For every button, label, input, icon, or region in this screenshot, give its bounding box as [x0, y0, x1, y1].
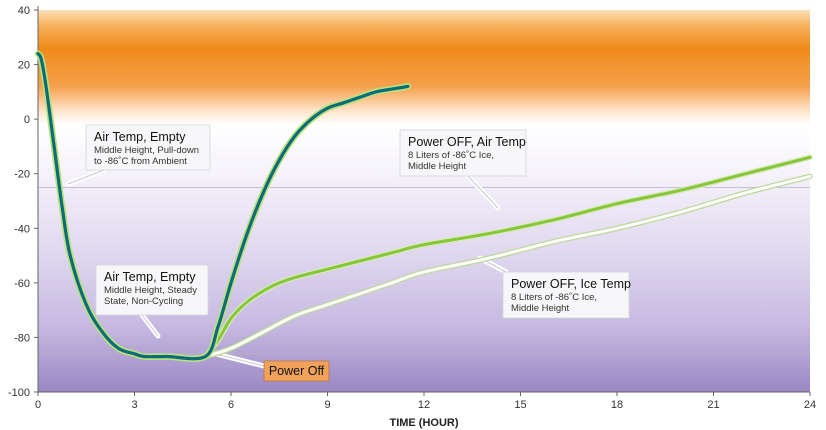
- x-tick-label: 24: [804, 399, 816, 411]
- x-tick-label: 3: [131, 399, 137, 411]
- x-tick-label: 15: [514, 399, 526, 411]
- series-layer: [34, 50, 813, 362]
- callout-subtext: to -86˚C from Ambient: [94, 156, 187, 167]
- callout-title: Air Temp, Empty: [104, 270, 196, 284]
- callout-box: [399, 129, 527, 177]
- y-tick-label: 40: [18, 5, 30, 17]
- y-tick-label: -20: [14, 169, 30, 181]
- annotation-leader-edge: [215, 353, 265, 367]
- callout-title: Power OFF, Ice Temp: [511, 277, 631, 291]
- x-tick-label: 0: [35, 399, 41, 411]
- annotation-leader-edge: [67, 169, 105, 185]
- x-tick-label: 6: [228, 399, 234, 411]
- power-off-air-temp-line: [203, 155, 812, 358]
- tick-labels: 40 20 0 -20 -40 -60 -80 -100 0 3 6 9 12 15 18 21 24: [8, 5, 816, 411]
- x-tick-label: 21: [707, 399, 719, 411]
- y-tick-label: 0: [24, 114, 30, 126]
- annotation-leader-edge: [467, 175, 499, 209]
- callout-subtext: Middle Height: [511, 303, 569, 314]
- power-off-label-box: [263, 360, 330, 382]
- y-tick-label: -60: [14, 278, 30, 290]
- x-tick-label: 18: [611, 399, 623, 411]
- callout-subtext: Middle Height, Pull-down: [94, 145, 199, 156]
- y-tick-label: -40: [14, 223, 30, 235]
- power-off-ice-temp-line: [203, 174, 812, 358]
- callout-subtext: 8 Liters of -86˚C Ice,: [408, 150, 494, 161]
- callout-box: [502, 271, 630, 319]
- y-tick-label: -80: [14, 332, 30, 344]
- air-temp-empty-line: [36, 52, 410, 361]
- annotation-ann5: Power Off: [263, 360, 330, 382]
- y-tick-label: 20: [18, 60, 30, 72]
- axes: [34, 6, 811, 396]
- callout-title: Power OFF, Air Temp: [408, 135, 526, 149]
- x-axis-title: TIME (HOUR): [389, 417, 458, 429]
- callout-box: [85, 124, 211, 171]
- annotation-leader-edge: [141, 314, 159, 337]
- callout-subtext: State, Non-Cycling: [104, 296, 183, 307]
- callout-box: [95, 264, 209, 316]
- power-off-label: Power Off: [269, 364, 325, 378]
- callout-subtext: 8 Liters of -86˚C Ice,: [511, 292, 597, 303]
- x-tick-label: 12: [418, 399, 430, 411]
- callout-subtext: Middle Height, Steady: [104, 285, 197, 296]
- callout-subtext: Middle Height: [408, 161, 466, 172]
- y-tick-label: -100: [8, 387, 30, 399]
- x-tick-label: 9: [324, 399, 330, 411]
- temperature-zone-background: [38, 10, 810, 392]
- callout-title: Air Temp, Empty: [94, 130, 186, 144]
